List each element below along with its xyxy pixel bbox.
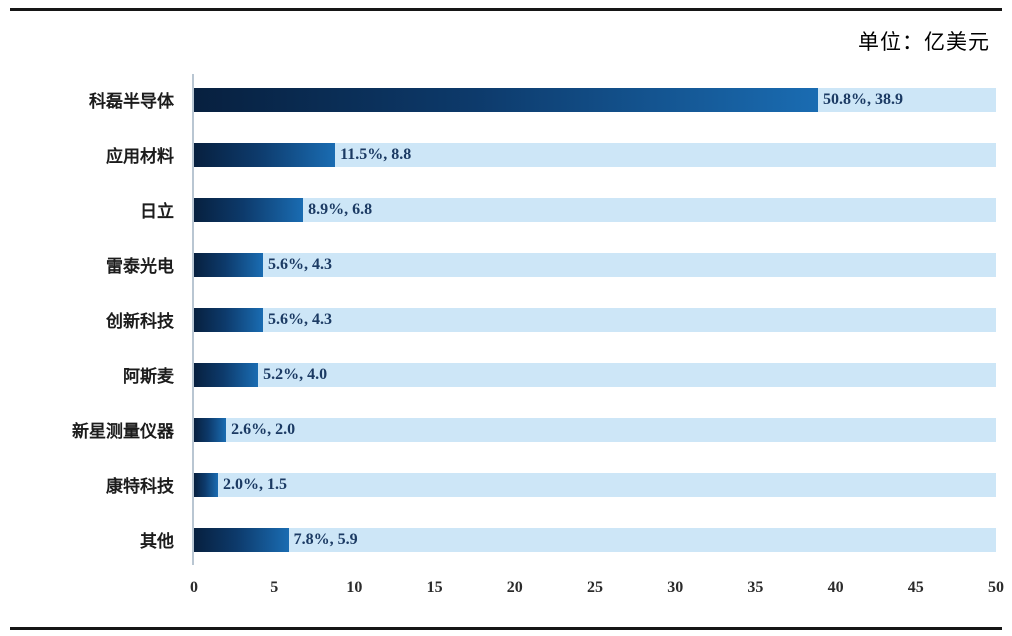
axis-spacer <box>14 579 194 601</box>
bar-value-label: 7.8%, 5.9 <box>293 530 358 548</box>
bar-row: 科磊半导体 50.8%, 38.9 <box>14 72 996 127</box>
x-axis-tick: 45 <box>907 579 924 596</box>
bar <box>194 472 219 497</box>
x-axis-tick: 0 <box>190 579 198 596</box>
bar-row: 康特科技 2.0%, 1.5 <box>14 457 996 512</box>
bar-row: 日立 8.9%, 6.8 <box>14 182 996 237</box>
bar-track <box>194 362 996 387</box>
bar-value-label: 50.8%, 38.9 <box>822 90 903 108</box>
bar-value-label: 11.5%, 8.8 <box>340 145 412 163</box>
bar-row: 雷泰光电 5.6%, 4.3 <box>14 237 996 292</box>
bar-chart: 科磊半导体 50.8%, 38.9 应用材料 11.5%, 8.8 日立 8.9%, 6.… <box>14 72 1004 601</box>
category-label: 其他 <box>140 532 174 551</box>
x-axis-tick: 50 <box>988 579 1004 596</box>
bar-track <box>194 252 996 277</box>
category-label: 康特科技 <box>106 477 174 496</box>
bar-row: 阿斯麦 5.2%, 4.0 <box>14 347 996 402</box>
x-axis-tick: 5 <box>270 579 279 596</box>
bar-track <box>194 197 996 222</box>
category-label: 科磊半导体 <box>89 92 174 111</box>
bar <box>194 197 304 222</box>
bar <box>194 307 263 332</box>
bar-value-label: 2.0%, 1.5 <box>223 475 288 493</box>
category-label: 新星测量仪器 <box>72 422 174 441</box>
bar <box>194 527 289 552</box>
bar-track <box>194 527 996 552</box>
x-axis-tick: 10 <box>346 579 363 596</box>
bar <box>194 362 259 387</box>
y-axis-line <box>192 74 194 565</box>
x-axis-tick: 20 <box>506 579 523 596</box>
bar-value-label: 5.6%, 4.3 <box>267 255 332 273</box>
x-axis-row: 0 5 10 15 20 25 30 35 40 45 50 <box>14 579 1004 601</box>
category-label: 阿斯麦 <box>123 367 174 386</box>
bar-row: 新星测量仪器 2.6%, 2.0 <box>14 402 996 457</box>
bar-track <box>194 417 996 442</box>
x-axis-tick: 30 <box>667 579 684 596</box>
bar-cell: 5.6%, 4.3 <box>194 252 996 277</box>
bar-cell: 50.8%, 38.9 <box>194 87 996 112</box>
bar-value-label: 2.6%, 2.0 <box>231 420 296 438</box>
bar <box>194 417 227 442</box>
category-label: 创新科技 <box>106 312 174 331</box>
x-axis-tick: 25 <box>587 579 603 596</box>
x-axis-tick: 35 <box>747 579 764 596</box>
bar-value-label: 5.2%, 4.0 <box>263 365 328 383</box>
bar <box>194 87 818 112</box>
bar <box>194 252 263 277</box>
category-label: 日立 <box>140 202 174 221</box>
bar-cell: 5.6%, 4.3 <box>194 307 996 332</box>
x-axis-tick: 15 <box>426 579 443 596</box>
x-axis: 0 5 10 15 20 25 30 35 40 45 50 <box>190 579 1004 601</box>
bar-cell: 5.2%, 4.0 <box>194 362 996 387</box>
bar-cell: 7.8%, 5.9 <box>194 527 996 552</box>
bar <box>194 142 336 167</box>
bar-value-label: 5.6%, 4.3 <box>267 310 332 328</box>
bar-cell: 11.5%, 8.8 <box>194 142 996 167</box>
bar-cell: 2.0%, 1.5 <box>194 472 996 497</box>
bar-cell: 8.9%, 6.8 <box>194 197 996 222</box>
bar-value-label: 8.9%, 6.8 <box>308 200 373 218</box>
category-label: 应用材料 <box>106 147 174 166</box>
unit-label: 单位：亿美元 <box>858 30 990 54</box>
bar-rows: 科磊半导体 50.8%, 38.9 应用材料 11.5%, 8.8 日立 8.9%, 6.… <box>14 72 996 567</box>
bar-row: 应用材料 11.5%, 8.8 <box>14 127 996 182</box>
bottom-border-line <box>10 627 1002 630</box>
bar-row: 创新科技 5.6%, 4.3 <box>14 292 996 347</box>
bar-row: 其他 7.8%, 5.9 <box>14 512 996 567</box>
bar-track <box>194 472 996 497</box>
x-axis-tick: 40 <box>827 579 844 596</box>
top-border-line <box>10 8 1002 11</box>
bar-cell: 2.6%, 2.0 <box>194 417 996 442</box>
bar-track <box>194 307 996 332</box>
category-label: 雷泰光电 <box>106 257 174 276</box>
